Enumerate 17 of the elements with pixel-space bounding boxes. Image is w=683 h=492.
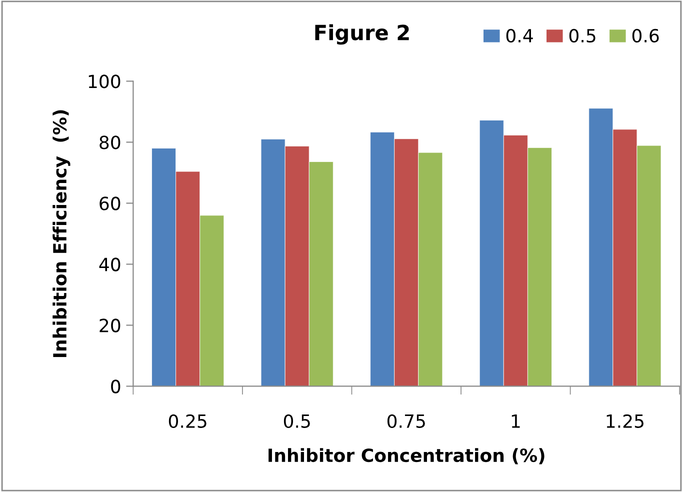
y-tick-label: 60 xyxy=(100,196,120,210)
x-tick-label: 1 xyxy=(512,414,520,428)
legend-label: 0.6 xyxy=(632,28,659,43)
x-tick-label: 0.25 xyxy=(168,414,206,428)
legend-label: 0.4 xyxy=(506,28,533,43)
y-axis-title: Inhibition Efficiency (%) xyxy=(52,110,70,358)
x-tick-label: 0.75 xyxy=(387,414,425,428)
legend-label: 0.5 xyxy=(569,28,596,43)
y-tick-label: 80 xyxy=(100,136,120,150)
x-tick-label: 1.25 xyxy=(606,414,644,428)
y-tick-label: 20 xyxy=(100,318,120,332)
y-tick-label: 40 xyxy=(99,258,120,272)
y-tick-label: 0 xyxy=(111,380,120,394)
y-tick-label: 100 xyxy=(88,74,120,88)
chart-title: Figure 2 xyxy=(315,24,409,45)
x-axis-title: Inhibitor Concentration (%) xyxy=(268,448,544,464)
x-tick-label: 0.5 xyxy=(284,414,310,428)
